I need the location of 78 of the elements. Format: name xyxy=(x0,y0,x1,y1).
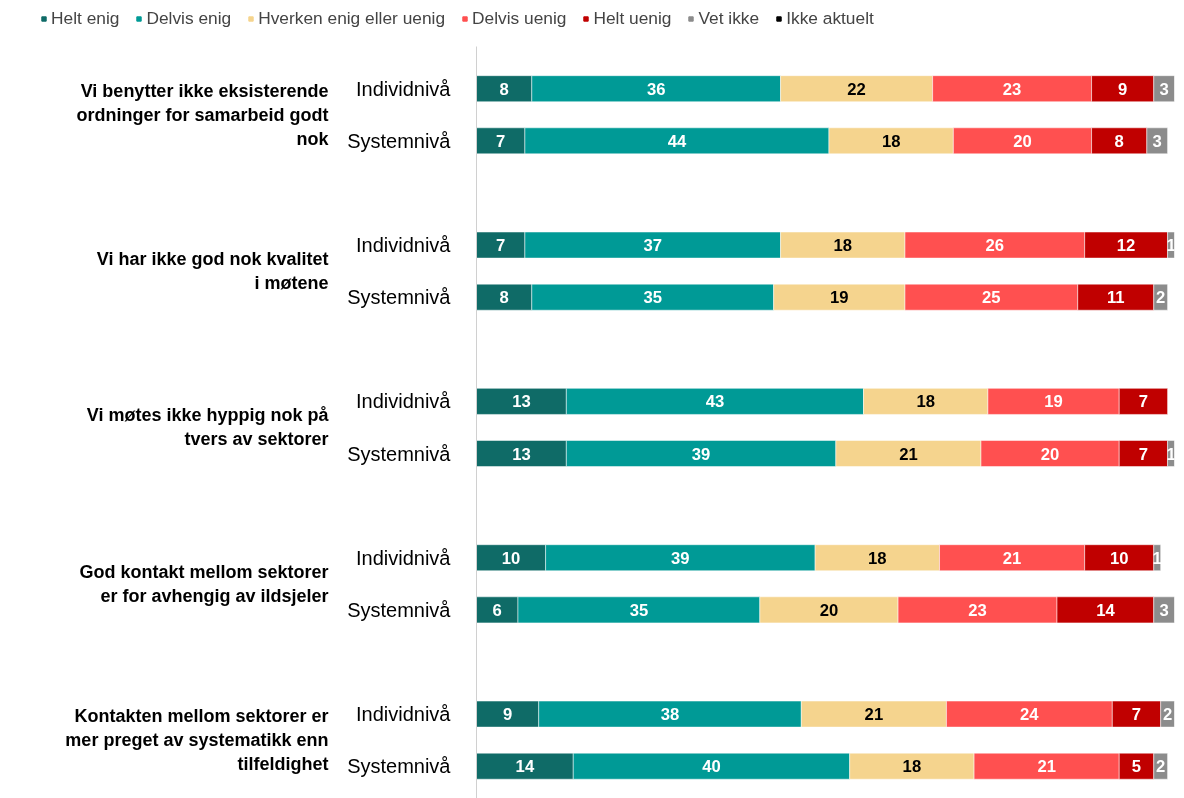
data-label: 7 xyxy=(496,131,506,151)
data-label: 13 xyxy=(512,444,531,464)
data-label: 13 xyxy=(512,392,531,412)
data-label: 23 xyxy=(968,600,987,620)
text: Vi har ikke god nok kvalitet i møtene xyxy=(96,249,329,294)
text: Vi benytter ikke eksisterende ordninger for samarbeid godt nok xyxy=(76,80,330,149)
text: Vi møtes ikke hyppig nok på tvers av sektorer xyxy=(86,405,330,450)
data-label: 8 xyxy=(1114,131,1124,151)
data-label: 2 xyxy=(1156,757,1166,777)
data-label: 7 xyxy=(1131,705,1142,725)
y-tick-label: Individnivå xyxy=(356,390,452,413)
data-label: 21 xyxy=(1002,548,1022,568)
data-label: 20 xyxy=(819,600,839,620)
data-label: 2 xyxy=(1156,288,1166,308)
data-label: 19 xyxy=(830,288,849,308)
text: Kontakten mellom sektorer er mer preget av systematikk enn tilfeldighet xyxy=(65,706,329,775)
data-label: 2 xyxy=(1162,705,1173,725)
data-label: 44 xyxy=(667,131,687,151)
data-label: 39 xyxy=(671,548,690,568)
legend-label: Delvis enig xyxy=(146,8,232,29)
legend-label: Delvis uenig xyxy=(472,8,567,29)
data-label: 36 xyxy=(646,79,666,99)
data-label: 8 xyxy=(499,79,509,99)
y-tick-label: Individnivå xyxy=(356,77,452,100)
data-label: 21 xyxy=(1037,757,1056,777)
data-label: 11 xyxy=(1106,288,1125,308)
y-tick-label: Individnivå xyxy=(356,546,452,569)
data-label: 21 xyxy=(864,705,884,725)
data-label: 22 xyxy=(847,79,866,99)
data-label: 23 xyxy=(1002,79,1022,99)
data-label: 20 xyxy=(1013,131,1032,151)
data-label: 18 xyxy=(916,392,935,412)
data-label: 7 xyxy=(496,236,506,256)
data-label: 14 xyxy=(515,757,535,777)
data-label: 24 xyxy=(1020,705,1040,725)
legend-label: Ikke aktuelt xyxy=(786,8,874,29)
data-label: 18 xyxy=(902,757,922,777)
data-label: 9 xyxy=(1118,79,1128,99)
data-label: 40 xyxy=(702,757,721,777)
data-label: 35 xyxy=(629,600,649,620)
data-label: 14 xyxy=(1096,600,1116,620)
data-label: 21 xyxy=(899,444,918,464)
data-label: 18 xyxy=(881,131,901,151)
data-label: 18 xyxy=(868,548,887,568)
data-label: 7 xyxy=(1138,444,1149,464)
data-label: 3 xyxy=(1152,131,1162,151)
data-label: 6 xyxy=(492,600,502,620)
data-label: 12 xyxy=(1116,236,1136,256)
data-label: 10 xyxy=(501,548,521,568)
data-label: 7 xyxy=(1138,392,1149,412)
data-label: 26 xyxy=(985,236,1005,256)
data-label: 10 xyxy=(1109,548,1129,568)
y-tick-label: Systemnivå xyxy=(347,598,452,621)
data-label: 3 xyxy=(1159,600,1169,620)
data-label: 8 xyxy=(499,288,509,308)
legend-label: Helt uenig xyxy=(593,8,672,29)
legend-label: Vet ikke xyxy=(698,8,760,29)
text: God kontakt mellom sektorer er for avhengig av ildsjeler xyxy=(79,561,329,606)
data-label: 43 xyxy=(705,392,725,412)
legend-label: Hverken enig eller uenig xyxy=(258,8,446,29)
y-tick-label: Individnivå xyxy=(356,234,452,257)
data-label: 5 xyxy=(1131,757,1142,777)
y-tick-label: Systemnivå xyxy=(347,755,452,778)
data-label: 25 xyxy=(982,288,1001,308)
data-label: 39 xyxy=(691,444,711,464)
data-label: 38 xyxy=(660,705,680,725)
data-label: 35 xyxy=(643,288,662,308)
y-tick-label: Individnivå xyxy=(356,703,452,726)
data-label: 3 xyxy=(1159,79,1169,99)
y-tick-label: Systemnivå xyxy=(347,129,452,152)
legend-label: Helt enig xyxy=(51,8,120,29)
y-tick-label: Systemnivå xyxy=(347,442,452,465)
y-tick-label: Systemnivå xyxy=(347,286,452,309)
data-label: 37 xyxy=(643,236,662,256)
data-label: 18 xyxy=(833,236,853,256)
data-label: 20 xyxy=(1040,444,1060,464)
data-label: 19 xyxy=(1044,392,1063,412)
data-label: 9 xyxy=(502,705,513,725)
